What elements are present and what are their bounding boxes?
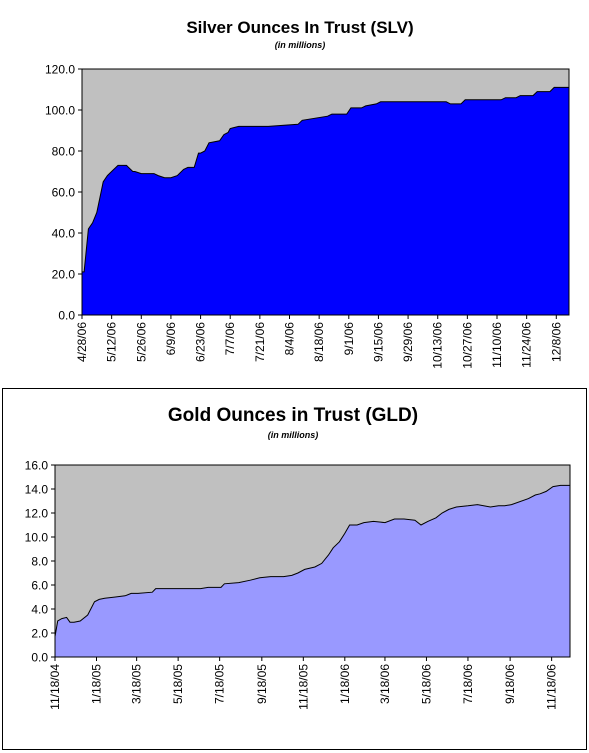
gld-series-line: [54, 484, 570, 637]
slv-ytick-label: 20.0: [52, 268, 76, 282]
gld-xtick-label: 5/18/06: [419, 664, 433, 704]
gld-ytick-label: 12.0: [25, 507, 49, 521]
slv-xtick-label: 7/21/06: [253, 322, 267, 362]
gld-ytick-label: 10.0: [25, 531, 49, 545]
slv-xtick-label: 9/1/06: [342, 322, 356, 356]
gld-xtick-label: 1/18/06: [338, 664, 352, 704]
gld-ytick-label: 16.0: [25, 459, 49, 473]
slv-xtick-label: 8/18/06: [312, 322, 326, 362]
slv-xtick-label: 8/4/06: [283, 322, 297, 356]
slv-ytick-label: 60.0: [52, 186, 76, 200]
slv-xtick-label: 10/27/06: [460, 322, 474, 369]
slv-xtick-label: 6/23/06: [194, 322, 208, 362]
gld-ytick-label: 8.0: [31, 555, 48, 569]
gld-chart: Gold Ounces in Trust (GLD) (in millions) 0…: [25, 405, 571, 710]
slv-xtick-label: 9/29/06: [401, 322, 415, 362]
slv-xtick-label: 5/12/06: [105, 322, 119, 362]
slv-ytick-label: 120.0: [45, 63, 75, 77]
slv-series-line: [82, 86, 569, 273]
gld-xtick-label: 5/18/05: [171, 664, 185, 704]
slv-xtick-label: 9/15/06: [371, 322, 385, 362]
slv-ytick-label: 0.0: [58, 309, 75, 323]
gld-series-area: [55, 485, 570, 657]
slv-xtick-label: 6/9/06: [164, 322, 178, 356]
gld-xtick-label: 9/18/05: [255, 664, 269, 704]
gld-xtick-label: 11/18/06: [545, 664, 559, 710]
slv-xtick-label: 11/10/06: [490, 322, 504, 368]
gld-xtick-label: 7/18/05: [213, 664, 227, 704]
gld-ytick-label: 6.0: [31, 579, 48, 593]
gld-ytick-label: 2.0: [31, 627, 48, 641]
gld-xtick-label: 11/18/04: [48, 664, 62, 710]
gld-xtick-label: 9/18/06: [503, 664, 517, 704]
gld-xtick-label: 11/18/05: [296, 664, 310, 710]
slv-xtick-label: 12/8/06: [549, 322, 563, 362]
slv-xtick-label: 11/24/06: [520, 322, 534, 368]
slv-xtick-label: 4/28/06: [75, 322, 89, 362]
gld-chart-panel: Gold Ounces in Trust (GLD) (in millions) 0…: [2, 388, 587, 750]
slv-series-area: [82, 87, 569, 316]
slv-chart-title: Silver Ounces In Trust (SLV): [186, 18, 413, 37]
slv-chart-panel: Silver Ounces In Trust (SLV) (in millions…: [44, 18, 570, 369]
gld-ytick-label: 4.0: [31, 603, 48, 617]
slv-chart-subtitle: (in millions): [275, 40, 326, 50]
slv-ytick-label: 40.0: [52, 227, 76, 241]
gld-xtick-label: 3/18/06: [378, 664, 392, 704]
gld-chart-subtitle: (in millions): [268, 430, 319, 440]
slv-ytick-label: 100.0: [45, 104, 75, 118]
gld-xtick-label: 1/18/05: [89, 664, 103, 704]
slv-xtick-label: 5/26/06: [134, 322, 148, 362]
slv-xtick-label: 10/13/06: [431, 322, 445, 369]
slv-chart: Silver Ounces In Trust (SLV) (in millions…: [45, 18, 570, 369]
slv-xtick-label: 7/7/06: [223, 322, 237, 356]
gld-ytick-label: 0.0: [31, 651, 48, 665]
slv-ytick-label: 80.0: [52, 145, 76, 159]
gld-xtick-label: 7/18/06: [461, 664, 475, 704]
gld-xtick-label: 3/18/05: [130, 664, 144, 704]
gld-ytick-label: 14.0: [25, 483, 49, 497]
gld-chart-title: Gold Ounces in Trust (GLD): [168, 405, 418, 426]
